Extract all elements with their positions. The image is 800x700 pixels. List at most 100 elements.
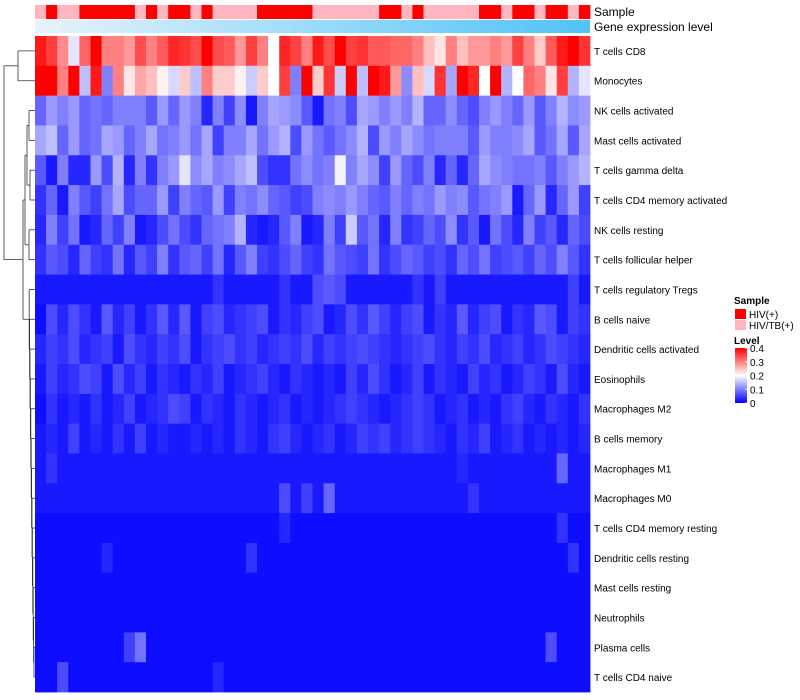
heatmap-cell (368, 393, 380, 425)
heatmap-cell (201, 274, 213, 305)
heatmap-cell (90, 36, 102, 67)
heatmap-cell (523, 542, 535, 574)
heatmap-cell (445, 244, 458, 275)
heatmap-cell (467, 542, 480, 574)
heatmap-cell (168, 65, 180, 97)
heatmap-cell (257, 214, 269, 246)
heatmap-cell (201, 483, 213, 514)
heatmap-cell (201, 662, 213, 693)
heatmap-cell (323, 662, 336, 693)
heatmap-cell (157, 334, 169, 365)
heatmap-cell (501, 542, 513, 574)
heatmap-cell (146, 453, 158, 484)
heatmap-cell (401, 572, 413, 603)
row-label: NK cells resting (594, 226, 663, 237)
heatmap-cell (245, 95, 258, 126)
heatmap-cell (512, 65, 524, 97)
heatmap-cell (245, 244, 258, 275)
heatmap-cell (545, 36, 558, 67)
heatmap-cell (101, 662, 114, 693)
heatmap-cell (212, 572, 225, 603)
heatmap-cell (312, 65, 324, 97)
sample-annotation-cell (312, 5, 324, 19)
heatmap-cell (57, 65, 69, 97)
heatmap-cell (434, 393, 447, 425)
heatmap-cell (46, 393, 58, 425)
heatmap-cell (123, 513, 136, 544)
heatmap-cell (68, 36, 80, 67)
heatmap-cell (379, 185, 391, 216)
heatmap-cell (35, 95, 47, 126)
heatmap-cell (90, 542, 102, 574)
heatmap-cell (345, 36, 358, 67)
heatmap-cell (567, 542, 580, 574)
heatmap-cell (101, 423, 114, 454)
heatmap-cell (234, 542, 247, 574)
heatmap-cell (434, 155, 447, 186)
heatmap-cell (312, 304, 324, 335)
heatmap-cell (301, 65, 313, 97)
heatmap-cell (68, 185, 80, 216)
heatmap-cell (279, 155, 291, 186)
heatmap-cell (35, 334, 47, 365)
heatmap-cell (567, 185, 580, 216)
heatmap-cell (434, 513, 447, 544)
heatmap-cell (479, 65, 491, 97)
heatmap-cell (179, 483, 191, 514)
heatmap-cell (234, 125, 247, 156)
heatmap-cell (334, 185, 347, 216)
heatmap-cell (434, 36, 447, 67)
heatmap-cell (179, 364, 191, 395)
heatmap-cell (290, 453, 302, 484)
heatmap-cell (401, 65, 413, 97)
heatmap-cell (168, 364, 180, 395)
heatmap-cell (545, 214, 558, 246)
heatmap-cell (57, 662, 69, 693)
heatmap-cell (146, 65, 158, 97)
heatmap-cell (467, 572, 480, 603)
heatmap-cell (467, 125, 480, 156)
sample-annotation-cell (356, 5, 369, 19)
heatmap-cell (501, 393, 513, 425)
heatmap-cell (257, 65, 269, 97)
heatmap-cell (245, 334, 258, 365)
heatmap-cell (334, 304, 347, 335)
heatmap-cell (323, 274, 336, 305)
heatmap-cell (112, 95, 125, 126)
heatmap-cell (379, 244, 391, 275)
heatmap-cell (223, 483, 236, 514)
heatmap-cell (356, 423, 369, 454)
heatmap-cell (35, 423, 47, 454)
heatmap-cell (456, 244, 469, 275)
heatmap-cell (312, 513, 324, 544)
heatmap-cell (556, 214, 569, 246)
heatmap-cell (290, 95, 302, 126)
heatmap-cell (212, 423, 225, 454)
heatmap-cell (356, 95, 369, 126)
heatmap-cell (556, 513, 569, 544)
heatmap-cell (412, 423, 424, 454)
heatmap-cell (312, 393, 324, 425)
heatmap-cell (190, 155, 202, 186)
heatmap-cell (490, 542, 502, 574)
heatmap-cell (534, 334, 546, 365)
heatmap-cell (168, 453, 180, 484)
heatmap-cell (490, 513, 502, 544)
heatmap-cell (35, 36, 47, 67)
heatmap-cell (90, 602, 102, 633)
heatmap-cell (434, 304, 447, 335)
heatmap-cell (134, 155, 147, 186)
heatmap-cell (401, 393, 413, 425)
heatmap-cell (312, 274, 324, 305)
heatmap-cell (168, 483, 180, 514)
heatmap-cell (301, 364, 313, 395)
heatmap-cell (401, 274, 413, 305)
heatmap-cell (268, 185, 280, 216)
heatmap-cell (523, 632, 535, 663)
heatmap-cell (434, 423, 447, 454)
heatmap-cell (179, 155, 191, 186)
heatmap-cell (556, 65, 569, 97)
sample-annotation-cell (545, 5, 558, 19)
heatmap-cell (490, 334, 502, 365)
heatmap-cell (567, 36, 580, 67)
